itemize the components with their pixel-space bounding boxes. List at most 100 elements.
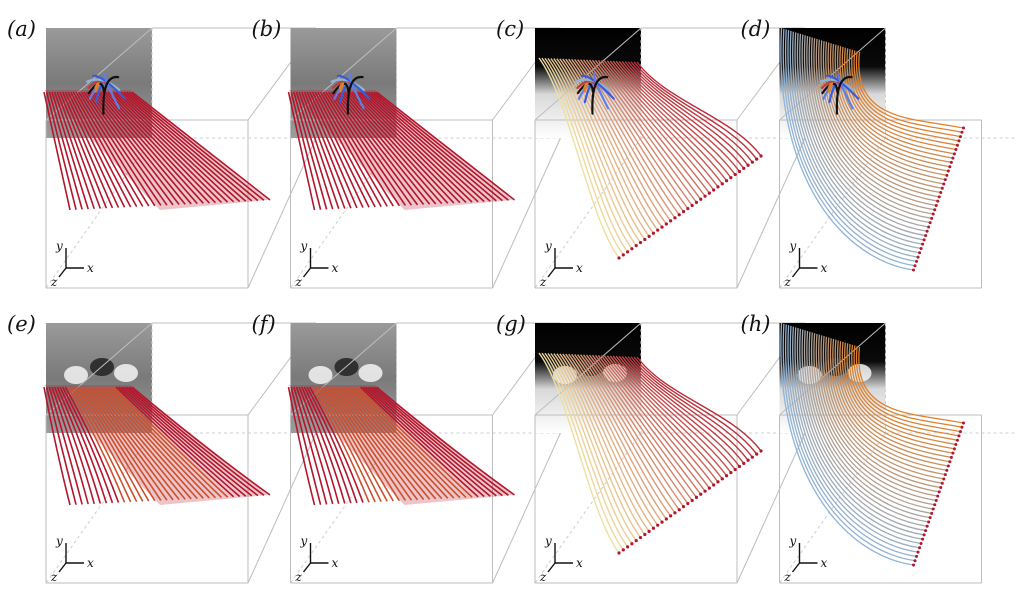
streamline-tip [921,537,925,541]
streamline [88,386,174,501]
streamline [568,58,663,228]
vortex-structures [85,72,126,115]
vortex-tube [330,78,365,92]
streamline-tip [962,126,965,130]
streamline-tip [930,511,934,515]
streamline-tip [686,206,690,211]
streamline [59,386,108,504]
streamline-tip [952,152,956,156]
streamline-tip [948,460,952,464]
axis-triad: y x z [295,534,339,584]
streamline [43,91,71,211]
streamline [99,91,198,205]
streamline-tip [927,520,931,524]
streamline [45,91,77,210]
streamline [75,386,144,502]
streamline-tip [677,213,681,217]
streamline-tip [918,546,922,550]
streamline [585,59,689,209]
streamline-tip [919,541,923,545]
streamline [559,353,650,532]
streamline-tip [617,551,621,555]
streamline [335,91,425,206]
streamline [343,386,443,500]
vortex-structures [330,72,371,115]
streamline-tip [703,194,707,198]
streamline [633,356,758,455]
streamline-tip [958,135,962,139]
streamline [325,91,401,207]
streamline-tip [703,489,707,493]
streamline [588,59,693,206]
streamline [102,91,204,204]
streamline-tip [647,234,651,238]
streamline [780,322,914,566]
streamline-tip [742,461,746,465]
streamline-tip [638,240,643,245]
streamline-tip [928,221,932,225]
streamline [544,57,629,253]
streamline [550,353,637,542]
streamline [624,61,745,169]
streamline-tip [945,173,949,177]
streamline-tip [937,490,941,494]
streamline-tip [750,160,754,164]
streamline-tip [949,455,953,459]
streamline-tip [942,182,946,186]
streamline [338,386,431,500]
streamline [88,91,174,206]
streamline [818,334,938,497]
streamline-tip [946,169,950,173]
streamline-tip [912,268,915,272]
streamline [565,353,659,526]
streamline [61,386,114,504]
streamline [48,386,83,505]
streamline [612,355,728,477]
streamline-tip [940,186,944,190]
streamline-tip [927,225,931,229]
streamline-tip [694,495,699,499]
streamline [858,51,964,129]
axis-triad: y x z [295,239,339,289]
streamline [365,386,491,497]
streamline-tip [669,514,673,518]
streamline-tip [681,505,686,509]
streamline [803,35,929,228]
streamline-tip [921,242,925,246]
streamline [341,91,437,205]
streamline [784,29,917,263]
streamline [792,326,922,545]
streamline-tip [916,550,920,554]
streamline-tip [955,143,959,147]
streamline [293,91,328,210]
streamline-tip [733,467,737,472]
streamline [801,329,928,527]
streamline [309,386,364,503]
streamline [80,386,156,502]
streamline-tip [954,443,958,447]
streamline [784,324,917,558]
streamline [59,91,108,209]
streamline-tip [656,523,660,527]
streamline-group [538,352,763,555]
streamline [56,386,102,504]
streamline [820,40,940,198]
streamline [846,343,957,446]
streamline-tip [930,216,934,220]
streamline-tip [916,255,920,259]
streamline [365,91,491,202]
axis-label-x: x [332,261,339,275]
streamline-tip [690,203,694,208]
panel-label: (g) [496,312,526,336]
streamline [801,34,928,232]
streamline [822,41,941,194]
streamline [83,386,162,501]
streamline [782,323,916,562]
streamline-tip [928,516,932,520]
streamline [618,355,736,470]
streamline-tip [699,197,703,201]
streamline-tip [913,264,917,268]
streamline-group [780,322,965,567]
streamline [357,386,473,498]
axis-label-x: x [821,556,828,570]
